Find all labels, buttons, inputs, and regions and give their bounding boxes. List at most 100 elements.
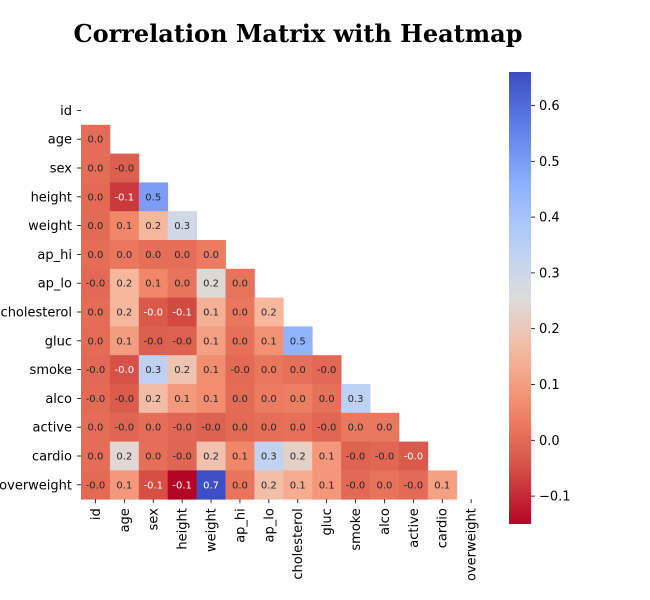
cell-ap_hi-sex	[138, 240, 169, 270]
y-tick-label-smoke: smoke	[30, 363, 72, 378]
cell-value-sex-id: 0.0	[87, 164, 103, 175]
cell-value-gluc-id: 0.0	[87, 336, 103, 347]
colorbar-tick-label: 0.2	[539, 322, 560, 337]
heatmap-cells: 0.0 0.0 -0.0 0.0 -0.1 0.5 0.0 0.1 0.2 0.3 0.0 0.0 0.…	[81, 124, 458, 500]
cell-value-active-cholesterol: 0.0	[290, 423, 306, 434]
cell-value-active-height: -0.0	[172, 423, 192, 434]
cell-value-ap_lo-age: 0.2	[116, 279, 132, 290]
cell-smoke-ap_lo	[254, 355, 284, 385]
cell-value-overweight-active: -0.0	[404, 480, 424, 491]
colorbar-gradient	[509, 72, 531, 524]
cell-value-overweight-height: -0.1	[172, 480, 192, 491]
cell-value-alco-smoke: 0.3	[348, 394, 364, 405]
cell-overweight-active	[398, 470, 429, 500]
cell-active-ap_hi	[225, 412, 255, 442]
cell-value-sex-age: -0.0	[115, 164, 135, 175]
cell-gluc-age	[109, 326, 140, 356]
cell-ap_lo-weight	[196, 268, 226, 298]
cell-value-ap_hi-height: 0.0	[174, 250, 190, 261]
cell-smoke-age	[109, 355, 140, 385]
cell-cardio-id	[81, 441, 111, 471]
cell-cholesterol-sex	[138, 297, 169, 327]
cell-cardio-height	[167, 441, 197, 471]
y-tick-label-active: active	[32, 421, 72, 436]
cell-value-cardio-alco: -0.0	[375, 452, 395, 463]
cell-value-gluc-ap_lo: 0.1	[261, 336, 277, 347]
cell-value-smoke-sex: 0.3	[145, 365, 161, 376]
cell-alco-sex	[138, 384, 169, 414]
cell-value-cholesterol-sex: -0.0	[143, 308, 163, 319]
cell-smoke-cholesterol	[283, 355, 313, 385]
y-tick-label-ap_hi: ap_hi	[37, 248, 72, 263]
cell-value-overweight-id: -0.0	[86, 480, 106, 491]
cell-alco-ap_hi	[225, 384, 255, 414]
cell-value-ap_hi-sex: 0.0	[145, 250, 161, 261]
cell-value-active-gluc: -0.0	[317, 423, 337, 434]
cell-sex-age	[109, 153, 140, 183]
cell-value-active-alco: 0.0	[376, 423, 392, 434]
cell-value-alco-ap_hi: 0.0	[232, 394, 248, 405]
cell-value-overweight-age: 0.1	[116, 480, 132, 491]
cell-cardio-active	[398, 441, 429, 471]
cell-cholesterol-height	[167, 297, 197, 327]
cell-value-cardio-sex: 0.0	[145, 452, 161, 463]
cell-overweight-age	[109, 470, 140, 500]
cell-cholesterol-id	[81, 297, 111, 327]
cell-value-alco-sex: 0.2	[145, 394, 161, 405]
y-tick-label-overweight: overweight	[0, 478, 72, 493]
cell-value-active-ap_hi: 0.0	[232, 423, 248, 434]
x-tick-label-alco: alco	[378, 508, 393, 535]
colorbar-tick-label: 0.5	[539, 155, 560, 170]
cell-value-smoke-age: -0.0	[115, 365, 135, 376]
cell-value-smoke-id: -0.0	[86, 365, 106, 376]
cell-value-cholesterol-ap_lo: 0.2	[261, 308, 277, 319]
cell-active-gluc	[312, 412, 342, 442]
colorbar-tick-label: 0.3	[539, 266, 560, 281]
x-tick-label-cardio: cardio	[436, 508, 451, 548]
cell-ap_lo-age	[109, 268, 140, 298]
cell-value-alco-age: -0.0	[115, 394, 135, 405]
x-tick-label-id: id	[89, 508, 104, 520]
cell-value-cholesterol-height: -0.1	[172, 308, 192, 319]
cell-value-overweight-cardio: 0.1	[434, 480, 450, 491]
cell-value-gluc-age: 0.1	[116, 336, 132, 347]
cell-value-overweight-alco: 0.0	[376, 480, 392, 491]
cell-weight-sex	[138, 211, 169, 241]
cell-value-smoke-ap_hi: -0.0	[230, 365, 250, 376]
y-tick-label-age: age	[48, 133, 72, 148]
cell-value-cholesterol-ap_hi: 0.0	[232, 308, 248, 319]
cell-value-ap_lo-weight: 0.2	[203, 279, 219, 290]
cell-overweight-sex	[138, 470, 169, 500]
cell-overweight-alco	[370, 470, 400, 500]
cell-value-active-weight: -0.0	[201, 423, 221, 434]
cell-gluc-id	[81, 326, 111, 356]
cell-gluc-weight	[196, 326, 226, 356]
cell-value-smoke-height: 0.2	[174, 365, 190, 376]
cell-overweight-id	[81, 470, 111, 500]
x-tick-label-age: age	[118, 508, 133, 532]
cell-value-ap_hi-weight: 0.0	[203, 250, 219, 261]
cell-value-alco-id: -0.0	[86, 394, 106, 405]
cell-cardio-ap_lo	[254, 441, 284, 471]
cell-weight-age	[109, 211, 140, 241]
cell-value-alco-ap_lo: 0.0	[261, 394, 277, 405]
cell-value-cardio-ap_hi: 0.1	[232, 452, 248, 463]
cell-cardio-sex	[138, 441, 169, 471]
x-axis-tick-labels: id age sex height weight ap_hi ap_lo cholestero…	[89, 499, 480, 581]
y-tick-label-ap_lo: ap_lo	[38, 277, 72, 292]
cell-gluc-ap_lo	[254, 326, 284, 356]
colorbar: 0.6 0.5 0.4 0.3 0.2 0.1 0.0 −0.1	[509, 72, 571, 524]
cell-value-ap_lo-ap_hi: 0.0	[232, 279, 248, 290]
cell-gluc-cholesterol	[283, 326, 313, 356]
cell-smoke-weight	[196, 355, 226, 385]
cell-smoke-id	[81, 355, 111, 385]
cell-smoke-height	[167, 355, 197, 385]
cell-cholesterol-ap_hi	[225, 297, 255, 327]
cell-value-overweight-weight: 0.7	[203, 480, 219, 491]
cell-ap_lo-id	[81, 268, 111, 298]
x-tick-label-ap_hi: ap_hi	[233, 508, 248, 543]
cell-value-active-ap_lo: 0.0	[261, 423, 277, 434]
cell-value-smoke-gluc: -0.0	[317, 365, 337, 376]
cell-value-ap_lo-id: -0.0	[86, 279, 106, 290]
cell-gluc-ap_hi	[225, 326, 255, 356]
